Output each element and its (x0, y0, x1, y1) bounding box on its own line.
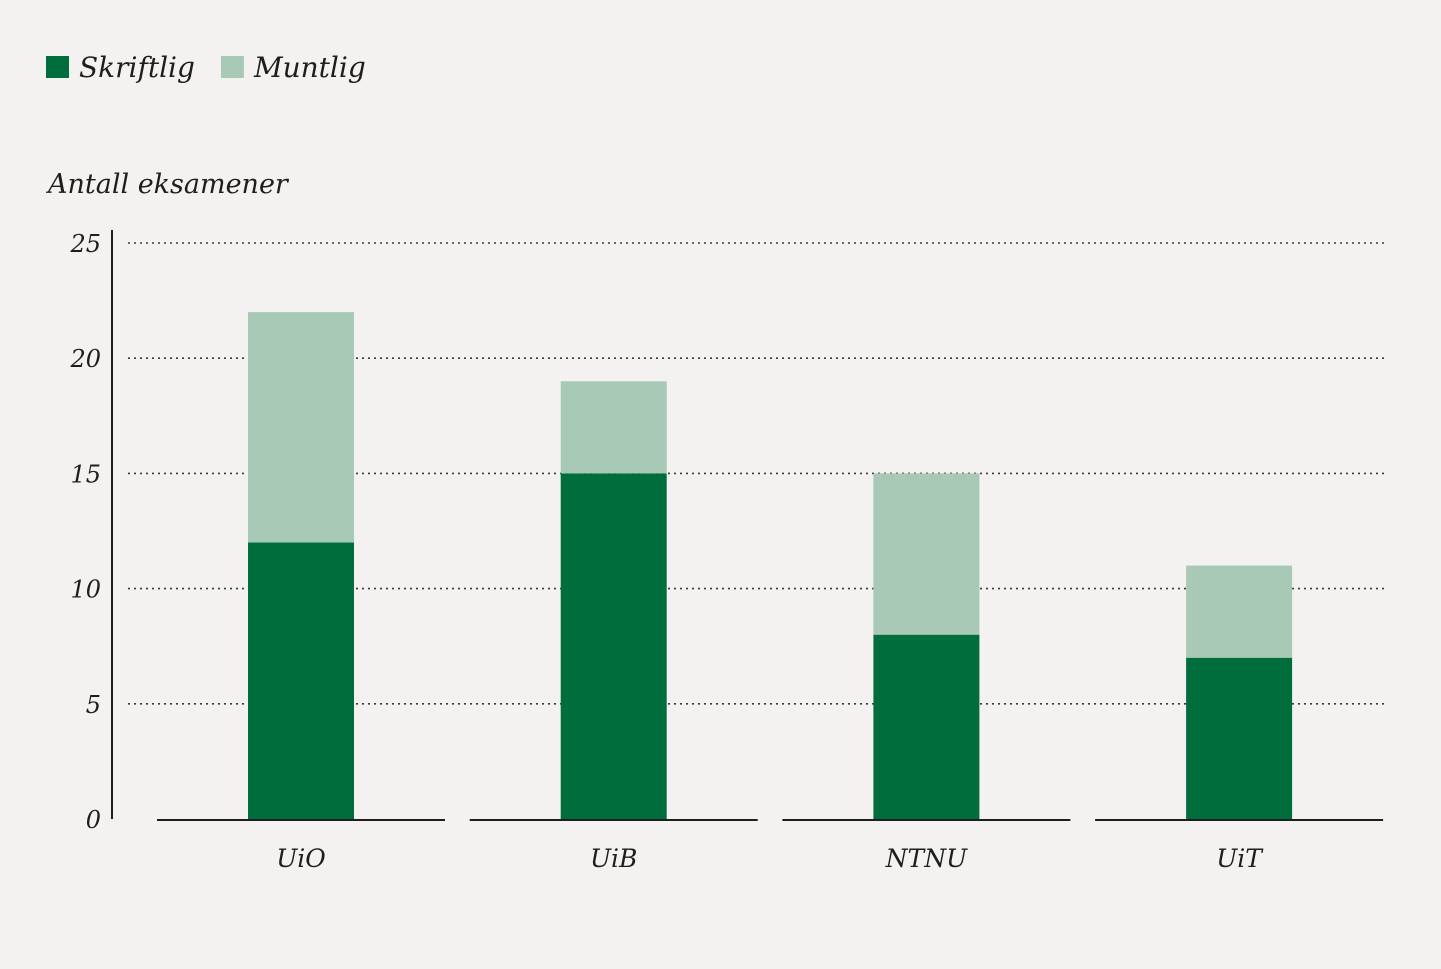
bars (248, 312, 1293, 819)
bar-ntnu-skriftlig (873, 634, 980, 819)
y-axis-ticks: 0 5 10 15 20 25 (69, 230, 101, 834)
bar-uit-skriftlig (1186, 657, 1293, 819)
x-tick-label-uit: UiT (1216, 844, 1264, 873)
y-tick-label-10: 10 (70, 576, 101, 604)
x-axis-ticks: UiO UiB NTNU UiT (276, 844, 1264, 873)
y-tick-label-15: 15 (70, 460, 101, 488)
bar-ntnu-muntlig (873, 473, 980, 635)
x-tick-label-uib: UiB (590, 844, 637, 873)
x-tick-label-ntnu: NTNU (885, 844, 968, 873)
bar-uit-muntlig (1186, 565, 1293, 658)
y-axis-label: Antall eksamener (45, 169, 290, 200)
bar-uio-muntlig (248, 312, 354, 543)
legend-swatch-muntlig (220, 56, 244, 78)
y-tick-label-20: 20 (69, 345, 101, 373)
y-tick-label-0: 0 (86, 806, 101, 834)
legend-label-muntlig: Muntlig (253, 51, 366, 84)
bar-uib-skriftlig (560, 473, 667, 819)
legend-label-skriftlig: Skriftlig (79, 51, 195, 84)
y-tick-label-25: 25 (69, 230, 101, 258)
x-tick-label-uio: UiO (276, 844, 326, 873)
bar-uib-muntlig (560, 381, 667, 474)
legend: Skriftlig Muntlig (46, 51, 366, 84)
legend-swatch-skriftlig (46, 56, 69, 78)
y-tick-label-5: 5 (86, 691, 101, 719)
bar-uio-skriftlig (248, 542, 354, 819)
